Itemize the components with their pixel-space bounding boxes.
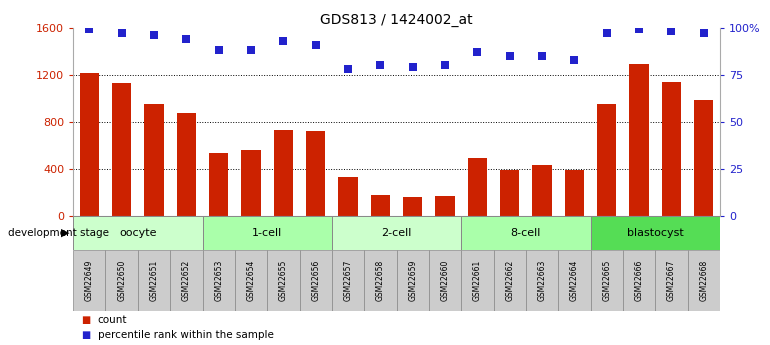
Text: 2-cell: 2-cell	[381, 228, 412, 238]
Bar	[144, 104, 164, 216]
Text: ■: ■	[81, 315, 90, 325]
Point	[213, 47, 225, 53]
Text: GSM22668: GSM22668	[699, 260, 708, 301]
Text: GSM22661: GSM22661	[473, 260, 482, 301]
Bar	[170, 250, 203, 310]
Bar	[429, 250, 461, 310]
Bar	[435, 196, 455, 216]
Bar	[558, 250, 591, 310]
Bar	[79, 73, 99, 216]
Point	[116, 30, 128, 36]
Text: GSM22662: GSM22662	[505, 260, 514, 301]
Bar	[461, 216, 591, 250]
Bar	[461, 250, 494, 310]
Text: GSM22658: GSM22658	[376, 260, 385, 301]
Bar	[467, 158, 487, 216]
Bar	[494, 250, 526, 310]
Text: blastocyst: blastocyst	[627, 228, 684, 238]
Point	[698, 30, 710, 36]
Point	[277, 38, 290, 43]
Title: GDS813 / 1424002_at: GDS813 / 1424002_at	[320, 12, 473, 27]
Bar	[364, 250, 397, 310]
Bar	[209, 153, 229, 216]
Bar	[105, 250, 138, 310]
Text: count: count	[98, 315, 127, 325]
Text: GSM22657: GSM22657	[343, 260, 353, 301]
Point	[633, 27, 645, 32]
Bar	[138, 250, 170, 310]
Text: GSM22664: GSM22664	[570, 260, 579, 301]
Text: development stage: development stage	[8, 228, 109, 238]
Bar	[235, 250, 267, 310]
Bar	[338, 177, 358, 216]
Text: GSM22651: GSM22651	[149, 260, 159, 301]
Point	[439, 62, 451, 68]
Bar	[370, 195, 390, 216]
Bar	[597, 104, 617, 216]
Bar	[203, 216, 332, 250]
Bar	[500, 170, 520, 216]
Text: 8-cell: 8-cell	[511, 228, 541, 238]
Point	[245, 47, 257, 53]
Bar	[112, 83, 132, 216]
Bar	[332, 216, 461, 250]
Bar	[73, 250, 105, 310]
Bar	[564, 170, 584, 216]
Point	[601, 30, 613, 36]
Point	[310, 42, 322, 47]
Text: GSM22650: GSM22650	[117, 260, 126, 301]
Bar	[241, 150, 261, 216]
Bar	[688, 250, 720, 310]
Point	[83, 27, 95, 32]
Bar	[532, 165, 552, 216]
Point	[148, 32, 160, 38]
Text: GSM22652: GSM22652	[182, 260, 191, 301]
Text: ▶: ▶	[61, 228, 69, 238]
Text: ■: ■	[81, 331, 90, 340]
Point	[342, 66, 354, 72]
Bar	[629, 64, 649, 216]
Bar	[306, 131, 326, 216]
Point	[374, 62, 387, 68]
Text: oocyte: oocyte	[119, 228, 156, 238]
Bar	[403, 197, 423, 216]
Bar	[273, 130, 293, 216]
Point	[568, 57, 581, 62]
Bar	[332, 250, 364, 310]
Bar	[203, 250, 235, 310]
Text: GSM22656: GSM22656	[311, 260, 320, 301]
Point	[471, 49, 484, 55]
Text: 1-cell: 1-cell	[252, 228, 283, 238]
Bar	[300, 250, 332, 310]
Text: GSM22666: GSM22666	[634, 260, 644, 301]
Point	[180, 36, 192, 42]
Point	[665, 29, 678, 34]
Bar	[623, 250, 655, 310]
Bar	[73, 216, 203, 250]
Text: GSM22659: GSM22659	[408, 260, 417, 301]
Bar	[267, 250, 300, 310]
Text: GSM22663: GSM22663	[537, 260, 547, 301]
Point	[407, 64, 419, 70]
Text: GSM22655: GSM22655	[279, 260, 288, 301]
Point	[504, 53, 516, 59]
Bar	[526, 250, 558, 310]
Bar	[591, 250, 623, 310]
Text: GSM22660: GSM22660	[440, 260, 450, 301]
Bar	[694, 100, 714, 216]
Text: GSM22665: GSM22665	[602, 260, 611, 301]
Bar	[397, 250, 429, 310]
Point	[536, 53, 548, 59]
Bar	[176, 114, 196, 216]
Bar	[591, 216, 720, 250]
Bar	[655, 250, 688, 310]
Text: GSM22649: GSM22649	[85, 260, 94, 301]
Bar	[661, 82, 681, 216]
Text: GSM22667: GSM22667	[667, 260, 676, 301]
Text: GSM22653: GSM22653	[214, 260, 223, 301]
Text: GSM22654: GSM22654	[246, 260, 256, 301]
Text: percentile rank within the sample: percentile rank within the sample	[98, 331, 273, 340]
